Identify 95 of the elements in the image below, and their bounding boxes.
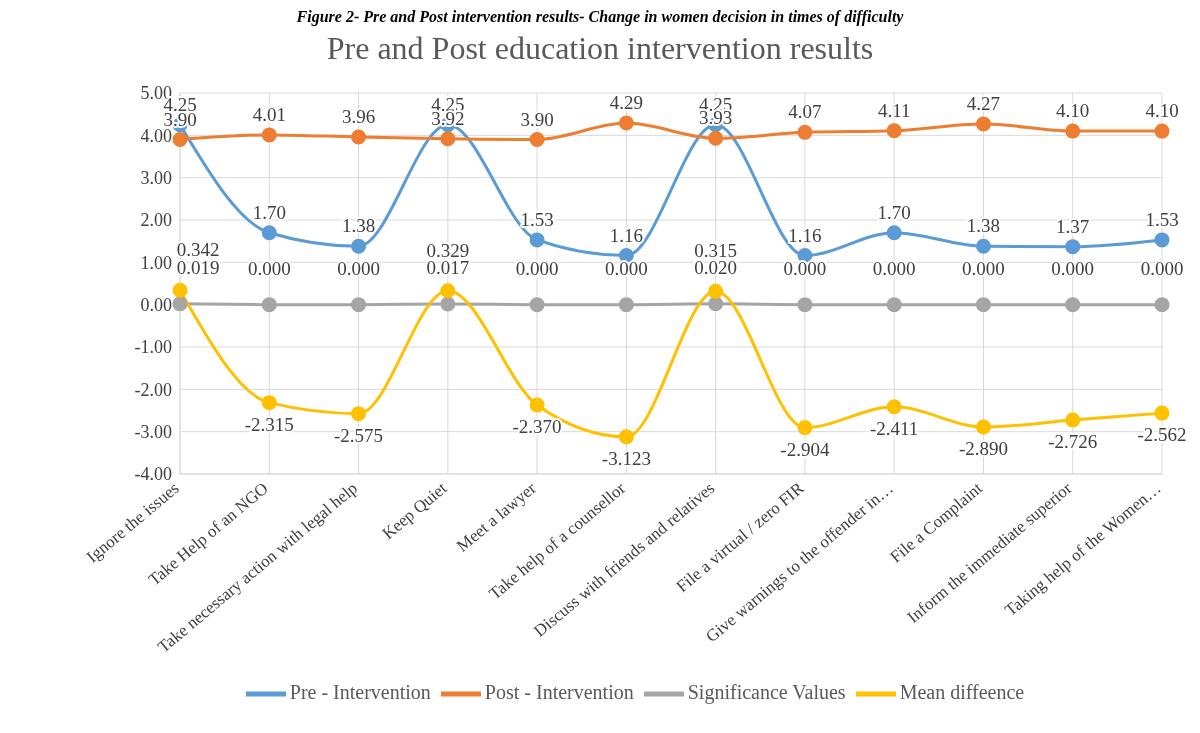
point xyxy=(797,297,813,313)
point xyxy=(1065,123,1081,139)
point xyxy=(529,232,545,248)
point xyxy=(351,297,367,313)
data-label: 4.11 xyxy=(877,99,911,121)
data-label: 1.38 xyxy=(341,215,376,237)
point xyxy=(975,297,991,313)
y-tick-label: -2.00 xyxy=(134,379,172,400)
data-label: 3.90 xyxy=(520,108,554,130)
point xyxy=(261,225,277,241)
data-label: -2.726 xyxy=(1048,431,1098,453)
data-label: -2.562 xyxy=(1137,424,1187,446)
point xyxy=(708,296,724,312)
data-label: -2.315 xyxy=(244,413,294,435)
point xyxy=(529,132,545,148)
point xyxy=(618,429,634,445)
data-label: 0.000 xyxy=(1140,257,1184,279)
data-label: 1.53 xyxy=(1145,208,1179,230)
y-tick-label: 3.00 xyxy=(140,168,172,189)
point xyxy=(172,282,188,298)
point xyxy=(1154,405,1170,421)
point xyxy=(1065,412,1081,428)
point xyxy=(261,127,277,143)
data-label: 4.29 xyxy=(609,92,643,114)
data-label: 1.37 xyxy=(1056,215,1090,237)
point xyxy=(351,129,367,145)
point xyxy=(708,283,724,299)
data-label: 3.96 xyxy=(341,106,376,128)
data-label: 1.16 xyxy=(788,224,822,246)
y-tick-label: 0.00 xyxy=(140,295,172,316)
data-label: -3.123 xyxy=(601,447,651,469)
chart-title: Pre and Post education intervention results xyxy=(325,30,875,67)
point xyxy=(1154,297,1170,313)
legend-label: Significance Values xyxy=(687,680,846,703)
point xyxy=(708,130,724,146)
point xyxy=(529,297,545,313)
point xyxy=(351,238,367,254)
point xyxy=(1154,232,1170,248)
y-tick-label: 4.00 xyxy=(140,125,172,146)
point xyxy=(1154,123,1170,139)
data-label: 1.38 xyxy=(966,215,1001,237)
point xyxy=(440,131,456,147)
point xyxy=(172,296,188,312)
data-label: 0.000 xyxy=(962,257,1005,279)
point xyxy=(261,297,277,313)
point xyxy=(440,296,456,312)
point xyxy=(975,116,991,132)
point xyxy=(618,297,634,313)
legend-label: Post - Intervention xyxy=(484,680,634,703)
y-tick-label: 2.00 xyxy=(140,210,172,231)
data-label: 1.70 xyxy=(877,201,911,223)
point xyxy=(975,238,991,254)
point xyxy=(618,115,634,131)
y-tick-label: -3.00 xyxy=(134,422,172,443)
data-label: 0.000 xyxy=(1051,257,1095,279)
y-tick-label: -4.00 xyxy=(134,464,172,485)
data-label: 1.70 xyxy=(252,201,286,223)
point xyxy=(1065,239,1081,255)
data-label: 0.000 xyxy=(604,257,648,279)
y-tick-label: -1.00 xyxy=(134,337,172,358)
data-label: -2.370 xyxy=(512,416,562,437)
point xyxy=(886,297,902,313)
point xyxy=(886,399,902,415)
point xyxy=(1065,297,1081,313)
y-tick-label: 1.00 xyxy=(140,252,172,273)
data-label: -2.411 xyxy=(869,417,919,439)
point xyxy=(172,132,188,148)
point xyxy=(886,225,902,241)
data-label: -2.890 xyxy=(958,438,1008,460)
data-label: 0.000 xyxy=(872,257,916,279)
x-tick-label: Keep Quiet xyxy=(378,478,451,544)
point xyxy=(261,395,277,411)
data-label: 4.01 xyxy=(252,103,286,125)
data-label: -2.904 xyxy=(780,438,830,460)
data-label: 4.10 xyxy=(1145,100,1179,122)
point xyxy=(797,124,813,140)
point xyxy=(886,123,902,139)
point xyxy=(797,420,813,436)
data-label: 0.000 xyxy=(783,257,827,279)
data-label: -2.575 xyxy=(334,424,384,446)
point xyxy=(529,397,545,413)
legend-label: Mean diffeence xyxy=(899,680,1025,703)
data-label: 4.27 xyxy=(966,92,1001,114)
data-label: 1.16 xyxy=(609,224,643,246)
point xyxy=(975,419,991,435)
caption: Figure 2- Pre and Post intervention results- Change in women decision in times of difficulty xyxy=(295,8,905,26)
data-label: 0.000 xyxy=(337,257,380,279)
point xyxy=(440,283,456,299)
data-label: 4.07 xyxy=(788,101,822,123)
data-label: 4.10 xyxy=(1056,100,1090,122)
data-label: 0.000 xyxy=(515,257,559,279)
data-label: 0.000 xyxy=(247,257,291,279)
point xyxy=(351,406,367,422)
legend-label: Pre - Intervention xyxy=(289,680,431,703)
data-label: 1.53 xyxy=(520,208,554,230)
